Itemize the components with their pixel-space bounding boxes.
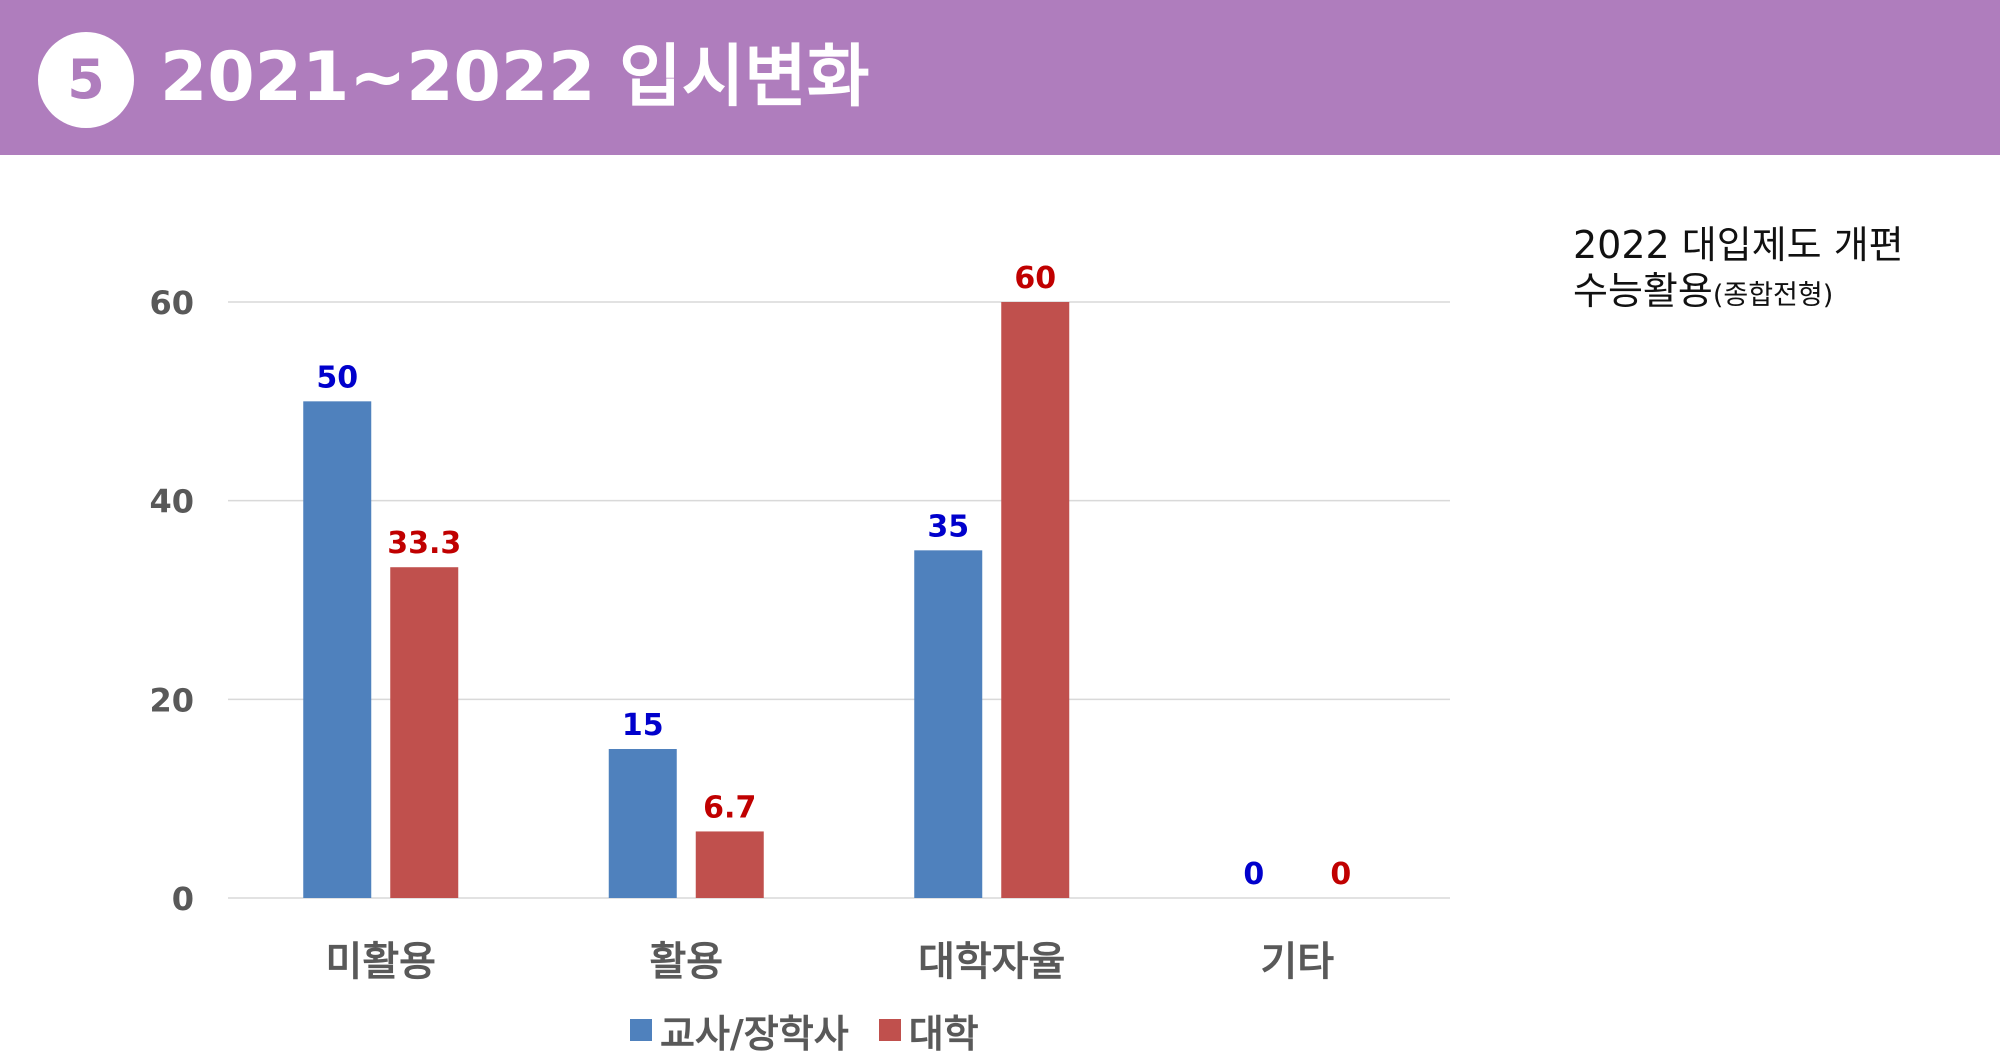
legend-swatch bbox=[630, 1019, 652, 1041]
side-note-line-2: 수능활용(종합전형) bbox=[1573, 268, 1904, 319]
y-tick-label: 40 bbox=[149, 483, 194, 521]
data-label: 35 bbox=[927, 509, 969, 544]
y-tick-label: 20 bbox=[149, 681, 194, 719]
x-category-label: 대학자율 bbox=[918, 939, 1065, 985]
data-label: 6.7 bbox=[703, 790, 756, 825]
data-label: 15 bbox=[622, 708, 664, 743]
legend-item: 교사/장학사 bbox=[630, 1003, 849, 1058]
bars bbox=[303, 302, 1070, 898]
data-label: 50 bbox=[316, 360, 358, 395]
page-title: 2021~2022 입시변화 bbox=[160, 38, 870, 117]
x-category-label: 기타 bbox=[1260, 939, 1334, 985]
x-category-label: 활용 bbox=[649, 939, 723, 985]
bar bbox=[914, 550, 983, 898]
header-bar: 5 2021~2022 입시변화 bbox=[0, 0, 2000, 155]
side-note-main: 수능활용 bbox=[1573, 269, 1713, 313]
legend-label: 교사/장학사 bbox=[660, 1011, 849, 1056]
data-label: 0 bbox=[1330, 857, 1351, 892]
bar bbox=[1001, 302, 1070, 898]
section-number-badge: 5 bbox=[38, 32, 134, 128]
bar bbox=[695, 831, 764, 898]
side-note-small: (종합전형) bbox=[1712, 280, 1834, 311]
axis-labels: 0 20 40 60 미활용 활용 대학자율 기타 bbox=[149, 284, 1334, 985]
bar bbox=[608, 749, 677, 898]
data-labels: 50 15 35 0 33.3 6.7 60 0 bbox=[316, 261, 1351, 892]
legend-label: 대학 bbox=[908, 1011, 979, 1056]
side-note: 2022 대입제도 개편 수능활용(종합전형) bbox=[1573, 222, 1904, 319]
legend-item: 대학 bbox=[878, 1003, 979, 1058]
legend-swatch bbox=[878, 1019, 901, 1041]
bar bbox=[390, 567, 459, 898]
side-note-line-1: 2022 대입제도 개편 bbox=[1573, 223, 1904, 267]
bar bbox=[303, 401, 372, 898]
data-label: 60 bbox=[1014, 261, 1056, 296]
chart-legend: 교사/장학사 대학 bbox=[630, 1003, 979, 1058]
x-category-label: 미활용 bbox=[326, 939, 436, 985]
y-tick-label: 60 bbox=[149, 284, 194, 322]
data-label: 33.3 bbox=[387, 526, 461, 561]
data-label: 0 bbox=[1243, 857, 1264, 892]
y-tick-label: 0 bbox=[172, 880, 194, 918]
